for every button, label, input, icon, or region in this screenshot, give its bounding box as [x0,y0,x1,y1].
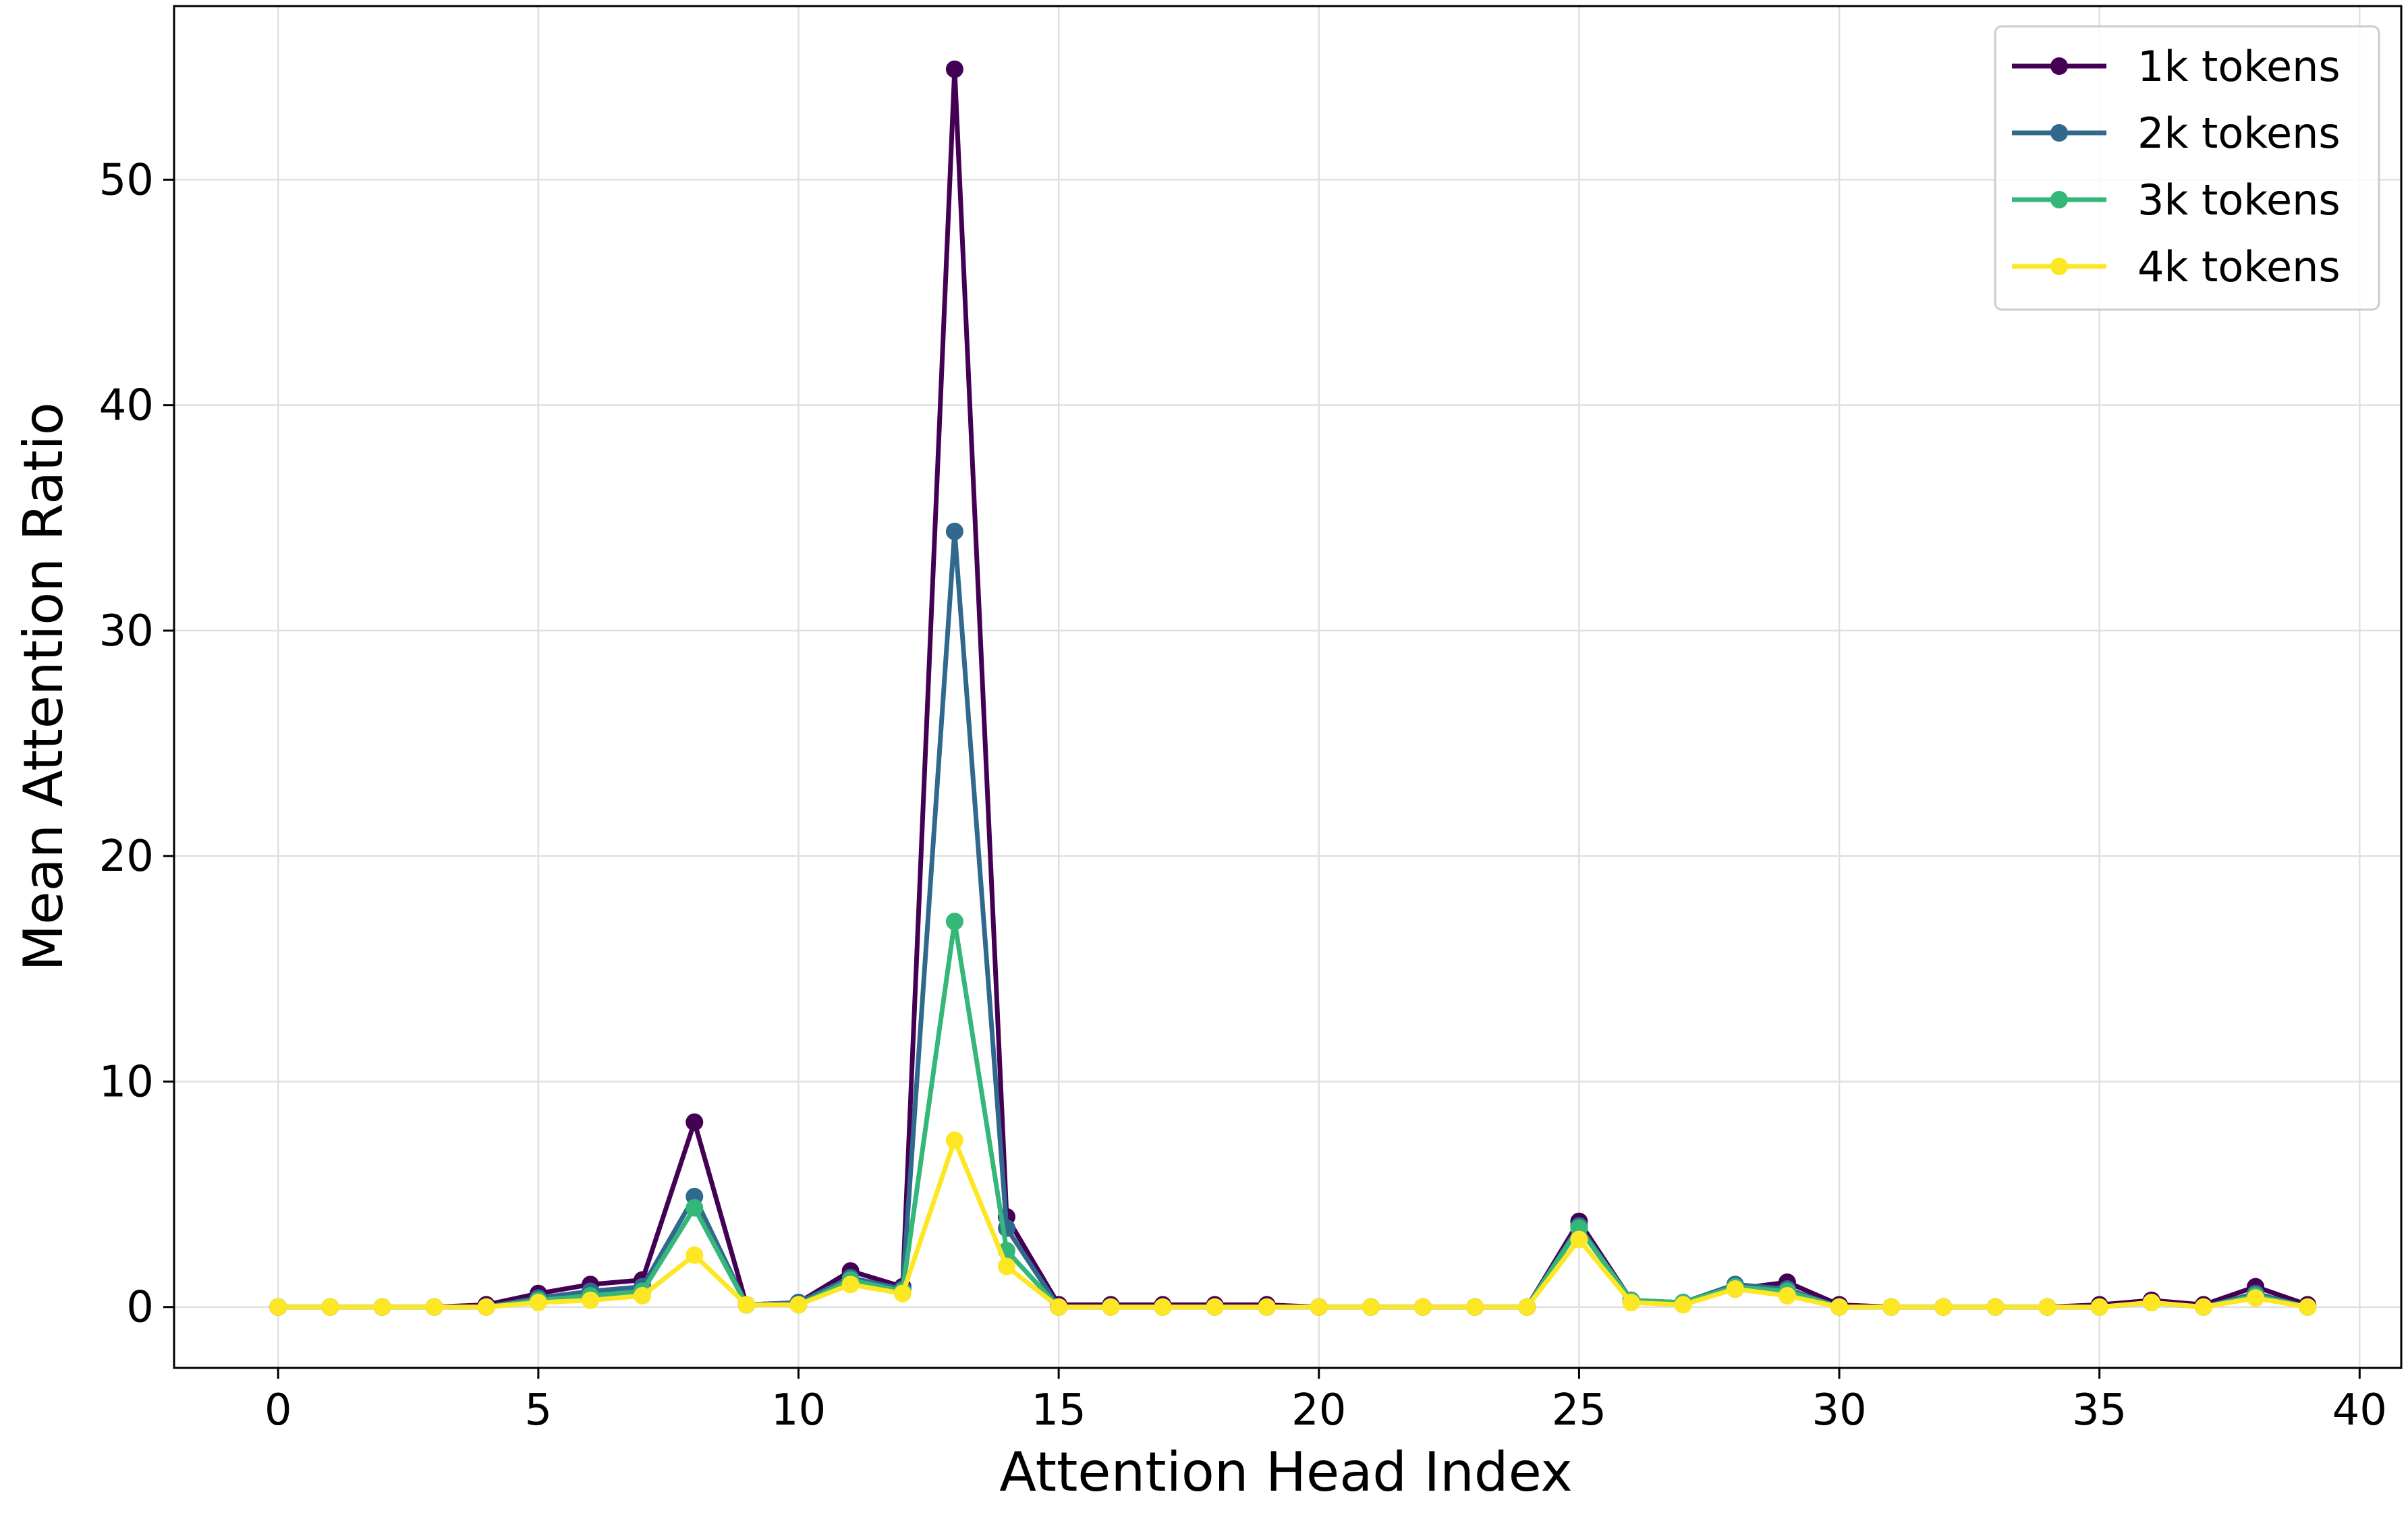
legend-item: 1k tokens [2012,42,2341,91]
data-point [685,1199,704,1217]
legend-marker [2050,57,2068,75]
x-tick-label: 40 [2332,1385,2387,1435]
data-point [1154,1298,1172,1316]
data-point [373,1298,391,1316]
plot-frame [173,5,2403,1369]
data-point [477,1298,495,1316]
x-tick-label: 20 [1291,1385,1346,1435]
y-tick-label: 0 [126,1283,154,1333]
data-point [2194,1298,2212,1316]
data-point [1258,1298,1276,1316]
data-point [945,60,963,78]
data-point [945,522,963,540]
data-point [1466,1298,1484,1316]
x-tick-label: 35 [2072,1385,2127,1435]
data-point [425,1298,443,1316]
data-point [685,1113,704,1131]
data-point [269,1298,287,1316]
series-4 [269,1131,2317,1316]
legend-items: 1k tokens 2k tokens 3k tokens 4k tokens [2012,42,2341,291]
data-point [1882,1298,1901,1316]
data-point [737,1296,756,1314]
legend-item: 2k tokens [2012,109,2341,158]
data-point [789,1296,808,1314]
data-point [1414,1298,1432,1316]
data-point [2142,1294,2160,1312]
data-point [1102,1298,1120,1316]
y-axis-ticks: 0 10 20 30 40 50 [99,155,174,1333]
data-point [945,1131,963,1149]
data-point [634,1287,652,1305]
x-tick-label: 25 [1552,1385,1606,1435]
y-tick-label: 10 [99,1057,154,1107]
data-point [1934,1298,1953,1316]
data-point [1986,1298,2005,1316]
series-line [278,1137,2308,1310]
legend-box [1994,25,2380,311]
y-tick-label: 30 [99,606,154,656]
data-point [1570,1230,1588,1249]
x-tick-label: 10 [771,1385,826,1435]
data-point [529,1294,547,1312]
data-point [1778,1287,1796,1305]
legend-label: 2k tokens [2137,109,2341,158]
data-point [1726,1280,1744,1298]
x-tick-label: 5 [525,1385,553,1435]
data-point [2038,1298,2056,1316]
data-point [2090,1298,2108,1316]
y-axis-title: Mean Attention Ratio [12,402,75,971]
data-point [1206,1298,1224,1316]
x-tick-label: 15 [1031,1385,1086,1435]
legend-label: 3k tokens [2137,175,2341,225]
data-point [1362,1298,1380,1316]
data-point [2247,1289,2265,1307]
legend-item: 3k tokens [2012,175,2341,225]
data-point [2299,1298,2317,1316]
data-point [321,1298,339,1316]
data-point [1310,1298,1328,1316]
y-tick-label: 20 [99,832,154,882]
data-point [841,1276,860,1294]
y-tick-label: 50 [99,155,154,205]
data-point [1830,1298,1849,1316]
y-tick-label: 40 [99,381,154,431]
legend-label: 1k tokens [2137,42,2341,91]
x-axis-ticks: 0 5 10 15 20 25 30 35 40 [264,1368,2387,1435]
data-point [998,1257,1016,1276]
legend-item: 4k tokens [2012,242,2341,291]
legend-marker [2050,124,2068,142]
x-axis-title: Attention Head Index [999,1441,1573,1503]
data-point [1050,1298,1068,1316]
legend-marker [2050,191,2068,208]
legend-label: 4k tokens [2137,242,2341,291]
x-tick-label: 0 [264,1385,292,1435]
data-point [945,913,963,931]
series-lines [269,60,2317,1316]
data-point [685,1246,704,1264]
legend: 1k tokens 2k tokens 3k tokens 4k tokens [1994,25,2380,311]
x-tick-label: 30 [1812,1385,1866,1435]
data-point [1622,1294,1640,1312]
data-point [1674,1296,1692,1314]
legend-marker [2050,258,2068,275]
data-point [893,1284,912,1302]
data-point [1518,1298,1536,1316]
data-point [582,1291,600,1309]
